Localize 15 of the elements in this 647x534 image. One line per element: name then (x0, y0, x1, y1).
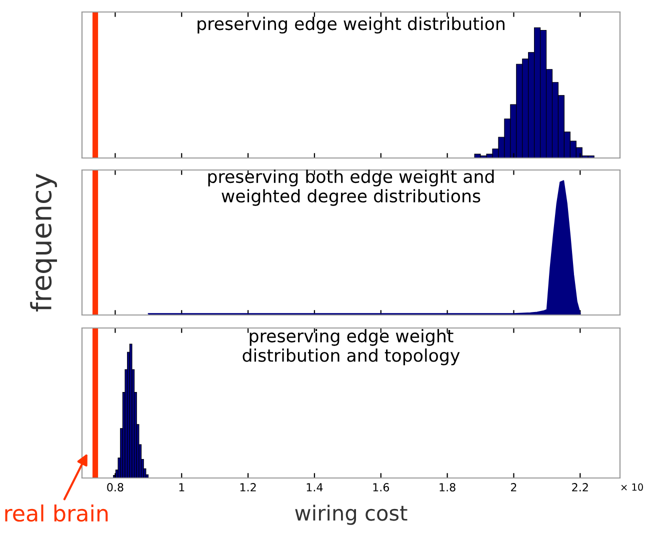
x-tick-label: 1.8 (440, 483, 456, 492)
legend-label: real brain (5, 504, 108, 522)
x-tick-label: 0.8 (107, 483, 124, 492)
chart-title: preserving both edge weight and weighted degree distributions (208, 170, 494, 206)
x-tick-label: 1.6 (373, 483, 390, 492)
text: × 10 (621, 483, 643, 491)
y-axis-title: frequency (30, 174, 57, 312)
x-tick-label: 2 (511, 483, 516, 492)
x-tick-label: 1 (179, 483, 184, 492)
x-tick-label: 1.4 (306, 483, 323, 492)
x-axis-title: wiring cost (295, 504, 408, 525)
x-tick-label: 1.2 (240, 483, 256, 492)
chart-title: preserving edge weight distribution and topology (242, 329, 460, 366)
chart-title: preserving edge weight distribution (198, 16, 504, 34)
x-tick-label: 2.2 (572, 483, 588, 492)
